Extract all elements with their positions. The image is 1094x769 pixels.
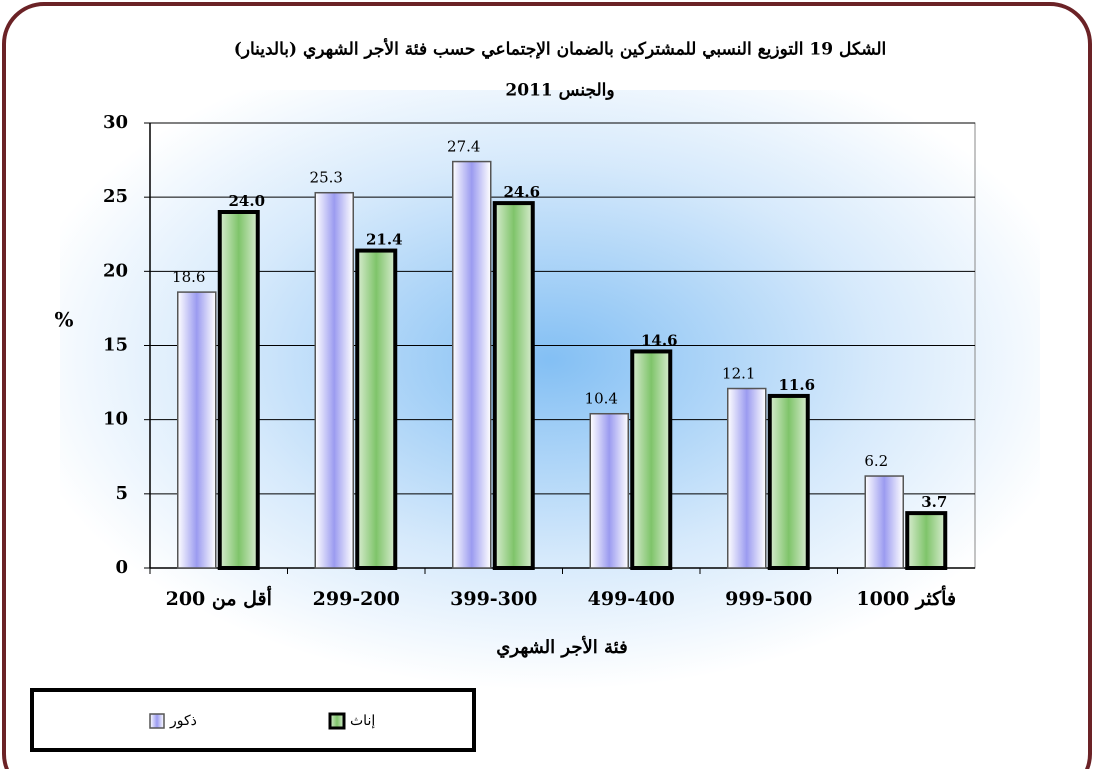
y-tick-label: 5 [115, 483, 128, 504]
y-tick-label: 30 [103, 112, 128, 133]
data-label: 27.4 [447, 138, 480, 156]
bar [905, 511, 948, 570]
x-tick-label: 299-200 [313, 588, 400, 610]
data-label: 24.0 [228, 192, 265, 210]
legend-swatch [149, 713, 165, 729]
bar [767, 393, 810, 570]
data-label: 25.3 [310, 169, 343, 187]
y-axis-label: % [54, 308, 73, 332]
data-label: 14.6 [641, 331, 678, 349]
bar [217, 210, 260, 570]
y-tick-label: 20 [103, 260, 128, 281]
bar [630, 349, 673, 570]
x-tick-label: 1000 فأكثر [856, 585, 956, 610]
y-tick-label: 25 [103, 186, 128, 207]
data-label: 12.1 [722, 365, 755, 383]
y-tick-label: 15 [103, 335, 128, 356]
data-label: 18.6 [172, 268, 205, 286]
bar [314, 191, 354, 569]
chart-title: والجنس 2011 [505, 81, 614, 101]
data-label: 11.6 [778, 376, 815, 394]
bar [589, 412, 629, 569]
y-tick-label: 10 [103, 409, 128, 430]
legend-swatch [328, 712, 346, 730]
bar [492, 201, 535, 570]
x-tick-label: 399-300 [450, 588, 537, 610]
legend-label: إناث [350, 713, 375, 729]
data-label: 6.2 [864, 452, 888, 470]
x-tick-label: أقل من 200 [166, 585, 272, 610]
legend [30, 688, 476, 752]
chart-title: الشكل 19 التوزيع النسبي للمشتركين بالضما… [234, 38, 887, 60]
y-tick-label: 0 [115, 557, 128, 578]
bar [355, 248, 398, 570]
data-label: 3.7 [921, 493, 947, 511]
data-label: 21.4 [366, 231, 403, 249]
bar [727, 387, 767, 569]
x-axis-label: فئة الأجر الشهري [496, 635, 627, 658]
bar [452, 160, 492, 569]
legend-label: ذكور [169, 713, 197, 729]
bar [864, 475, 904, 569]
data-label: 10.4 [585, 390, 618, 408]
data-label: 24.6 [503, 183, 540, 201]
x-tick-label: 499-400 [588, 588, 675, 610]
bar [177, 291, 217, 569]
x-tick-label: 999-500 [725, 588, 812, 610]
